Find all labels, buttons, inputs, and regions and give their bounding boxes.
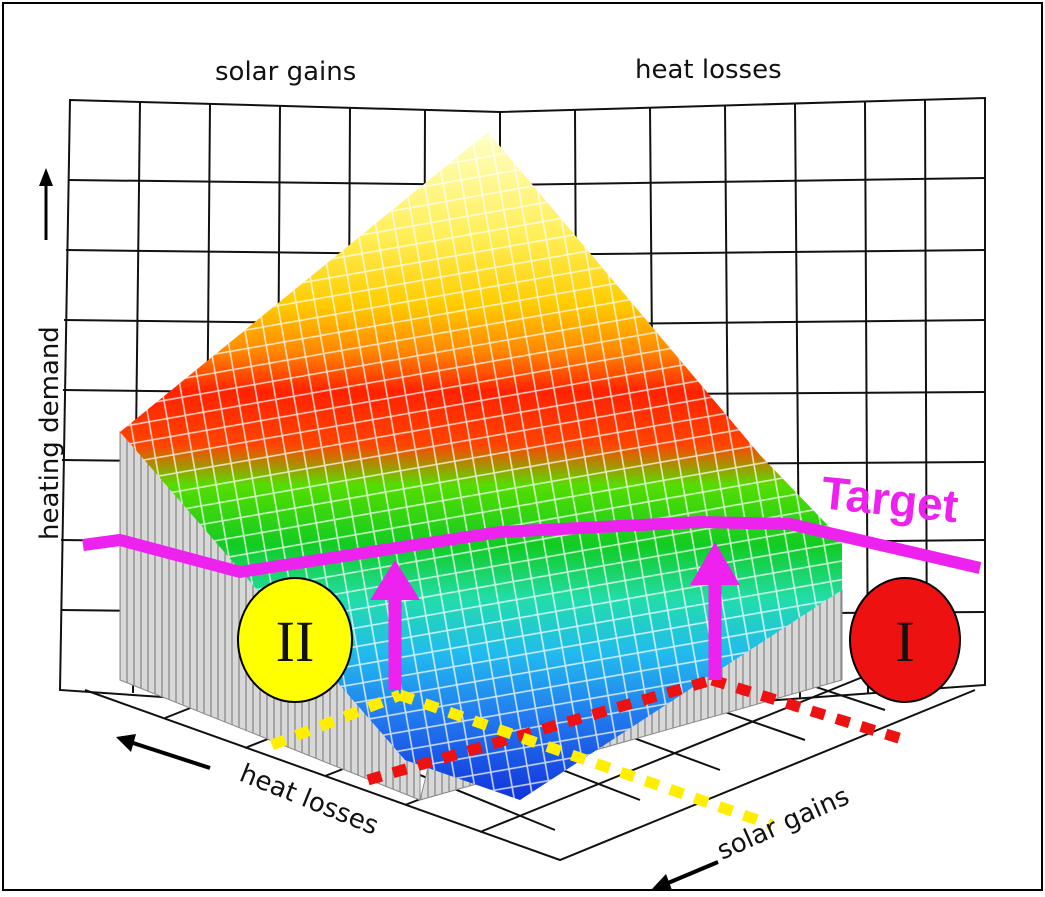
vertical-axis-arrow: [39, 168, 53, 240]
yellow-dotted-lines: [269, 689, 774, 831]
marker-one: I: [849, 577, 961, 703]
bottom-right-label: solar gains: [713, 782, 854, 867]
marker-one-label: I: [895, 609, 914, 674]
target-line: [82, 516, 982, 578]
red-dotted-lines: [366, 674, 907, 786]
bottom-right-arrow: [652, 860, 719, 890]
arrow-one: [690, 542, 740, 680]
target-label: Target: [819, 466, 961, 532]
vertical-axis-label: heating demand: [35, 326, 65, 540]
marker-two: II: [237, 577, 353, 703]
arrow-two: [370, 560, 420, 690]
marker-two-label: II: [276, 609, 315, 674]
top-left-label: solar gains: [215, 57, 356, 87]
top-right-label: heat losses: [635, 55, 782, 85]
bottom-left-arrow: [116, 734, 211, 770]
